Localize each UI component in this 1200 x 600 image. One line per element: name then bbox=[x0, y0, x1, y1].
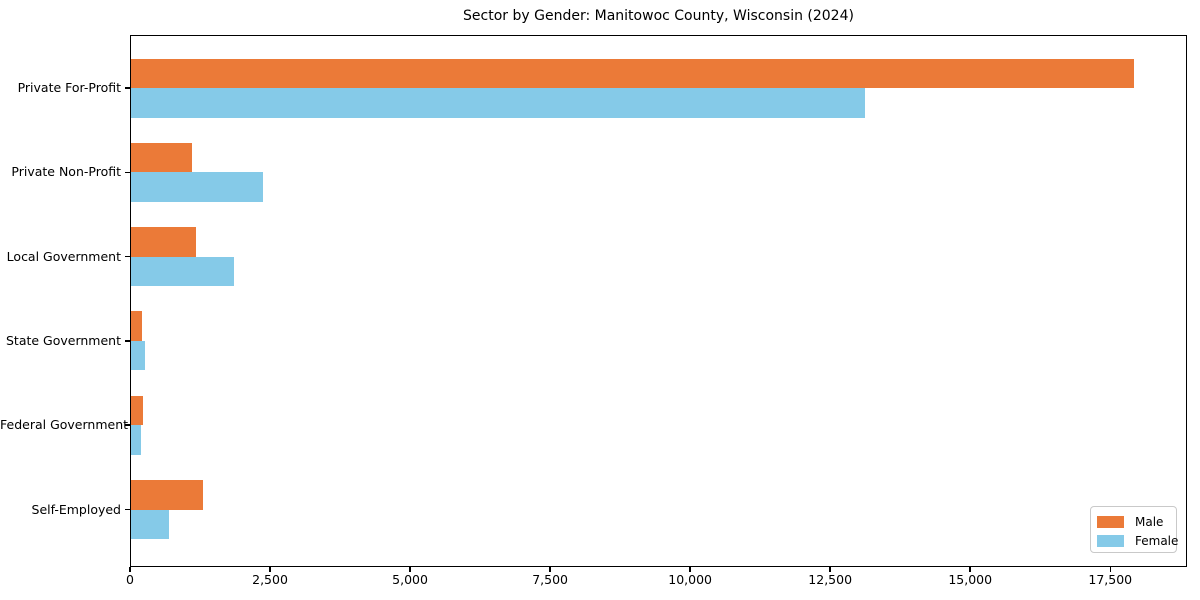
legend-swatch-female bbox=[1097, 534, 1124, 547]
chart-title: Sector by Gender: Manitowoc County, Wisc… bbox=[463, 8, 854, 24]
bar-female-local-government bbox=[130, 256, 235, 287]
x-tick-mark bbox=[269, 567, 271, 572]
x-tick-mark bbox=[409, 567, 411, 572]
y-tick-mark bbox=[125, 424, 130, 426]
legend-item-female: Female bbox=[1091, 531, 1179, 550]
x-tick-label-10-000: 10,000 bbox=[668, 572, 713, 587]
y-tick-mark bbox=[125, 171, 130, 174]
legend-label-male: Male bbox=[1135, 514, 1164, 529]
x-tick-label-7-500: 7,500 bbox=[532, 572, 568, 587]
y-tick-label-private-non-profit: Private Non-Profit bbox=[11, 164, 121, 180]
y-tick-label-self-employed: Self-Employed bbox=[31, 501, 121, 517]
bar-male-local-government bbox=[130, 227, 197, 257]
x-tick-mark bbox=[129, 567, 131, 572]
y-tick-mark bbox=[125, 340, 130, 342]
bar-male-private-for-profit bbox=[130, 58, 1134, 88]
x-tick-mark bbox=[969, 567, 971, 572]
y-tick-label-state-government: State Government bbox=[5, 332, 121, 348]
legend-item-male: Male bbox=[1091, 512, 1176, 531]
y-tick-label-private-for-profit: Private For-Profit bbox=[17, 80, 121, 95]
x-tick-label-15-000: 15,000 bbox=[948, 572, 993, 587]
legend: Male Female bbox=[1090, 506, 1179, 553]
legend-swatch-male bbox=[1097, 515, 1124, 528]
x-tick-label-2-500: 2,500 bbox=[252, 572, 288, 587]
x-tick-label-17-500: 17,500 bbox=[1088, 572, 1133, 587]
bar-female-state-government bbox=[130, 340, 145, 371]
bar-female-federal-government bbox=[130, 425, 142, 455]
y-tick-mark bbox=[125, 508, 130, 511]
x-tick-mark bbox=[689, 567, 691, 572]
x-tick-label-12-500: 12,500 bbox=[808, 572, 853, 587]
y-tick-label-federal-government: Federal Government bbox=[0, 417, 129, 433]
x-tick-mark bbox=[549, 567, 551, 572]
bar-female-self-employed bbox=[130, 509, 169, 539]
x-tick-label-0: 0 bbox=[126, 572, 134, 587]
bar-male-state-government bbox=[130, 311, 143, 341]
x-tick-mark bbox=[829, 567, 831, 572]
plot-area: Male Female bbox=[130, 35, 1187, 567]
bar-male-federal-government bbox=[130, 395, 143, 426]
bar-female-private-for-profit bbox=[130, 88, 865, 118]
y-tick-label-local-government: Local Government bbox=[6, 248, 121, 264]
bar-male-self-employed bbox=[130, 480, 203, 510]
x-tick-mark bbox=[1109, 567, 1111, 572]
y-tick-mark bbox=[125, 255, 130, 258]
y-tick-mark bbox=[125, 87, 130, 89]
bar-male-private-non-profit bbox=[130, 142, 192, 173]
legend-label-female: Female bbox=[1135, 533, 1179, 548]
bar-female-private-non-profit bbox=[130, 172, 263, 202]
x-tick-label-5-000: 5,000 bbox=[392, 572, 428, 587]
